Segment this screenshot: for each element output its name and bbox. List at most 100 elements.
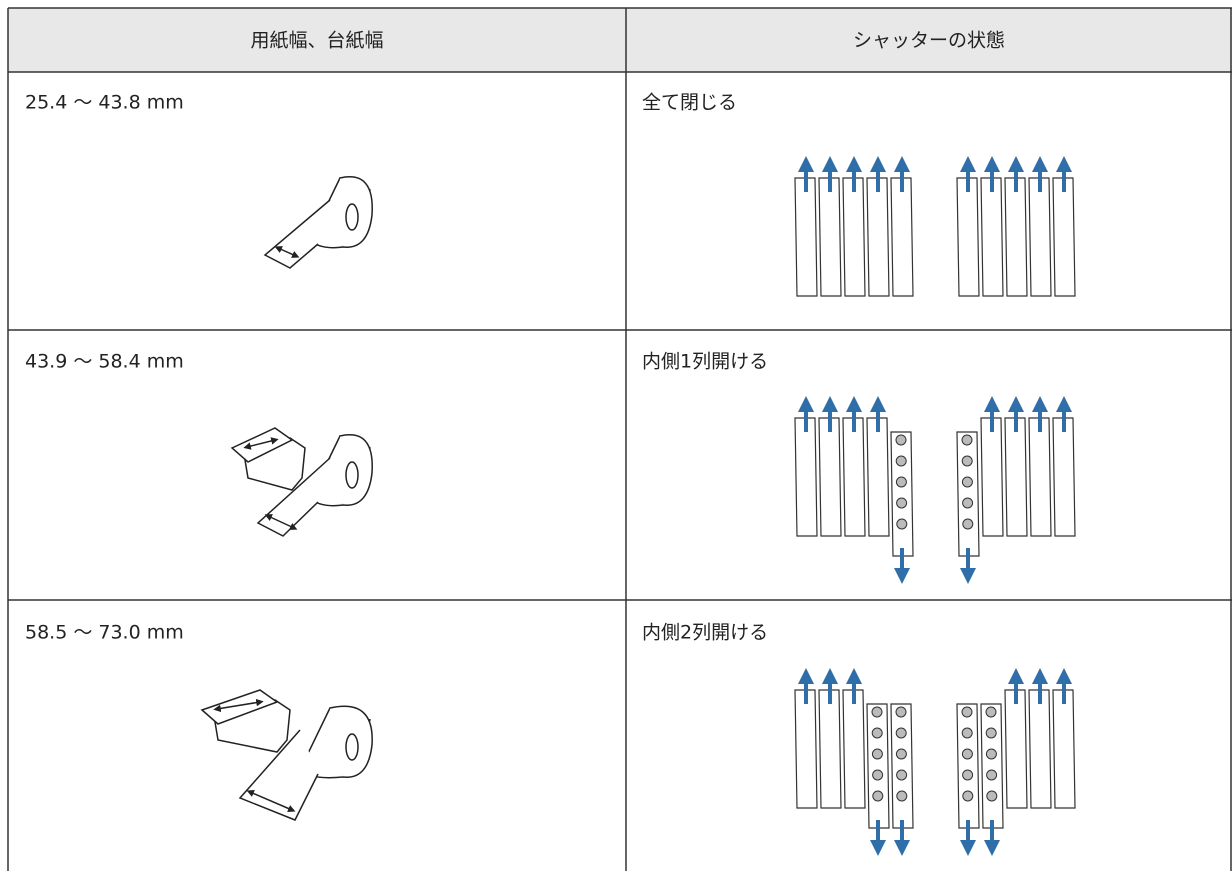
hole: [962, 769, 974, 781]
width-cell: 25.4 ～ 43.8 mm: [25, 92, 184, 114]
hole: [871, 727, 883, 739]
hole: [986, 769, 998, 781]
hole: [872, 790, 884, 802]
shutter-open: [980, 703, 1004, 829]
shutter: [1028, 417, 1052, 537]
roll: [238, 705, 373, 821]
shutter-cell: 内側2列開ける: [642, 622, 768, 644]
arrow-up: [1056, 156, 1072, 192]
shutter-open: [956, 431, 980, 557]
roll: [256, 434, 373, 537]
hole: [895, 748, 907, 760]
shutter: [842, 417, 866, 537]
arrow-down: [894, 820, 910, 856]
shutter-open: [890, 703, 914, 829]
shutter: [818, 177, 842, 297]
hole: [895, 434, 907, 446]
hole: [871, 748, 883, 760]
arrow-up: [1056, 668, 1072, 704]
hole: [896, 790, 908, 802]
arrow-up: [798, 156, 814, 192]
arrow-up: [1008, 156, 1024, 192]
arrow-up: [822, 668, 838, 704]
grid: [7, 7, 1232, 871]
shutter-open: [890, 431, 914, 557]
hole: [961, 455, 973, 467]
arrow-up: [894, 156, 910, 192]
roll-illustrations: [200, 176, 373, 821]
hole: [896, 769, 908, 781]
shutter: [1004, 417, 1028, 537]
header-cell: 用紙幅、台紙幅: [250, 30, 383, 52]
arrow-up: [1008, 668, 1024, 704]
shutter: [1028, 689, 1052, 809]
hole: [961, 434, 973, 446]
arrow-down: [960, 548, 976, 584]
hole: [896, 518, 908, 530]
arrow-down: [894, 548, 910, 584]
hole: [896, 497, 908, 509]
arrow-up: [1008, 396, 1024, 432]
roll: [263, 176, 373, 269]
arrow-up: [984, 396, 1000, 432]
shutter: [866, 177, 890, 297]
shutter-open: [866, 703, 890, 829]
arrow-up: [822, 156, 838, 192]
arrow-up: [846, 668, 862, 704]
arrow-up: [960, 156, 976, 192]
shutter: [1052, 689, 1076, 809]
hole: [962, 790, 974, 802]
hole: [871, 706, 883, 718]
arrow-up: [846, 156, 862, 192]
shutter: [794, 689, 818, 809]
hole: [961, 748, 973, 760]
hole: [895, 706, 907, 718]
shutter-diagrams: [794, 156, 1076, 856]
arrow-down: [984, 820, 1000, 856]
shutter: [794, 177, 818, 297]
shutter: [1028, 177, 1052, 297]
shutter-cell: 全て閉じる: [642, 92, 737, 114]
hole: [962, 497, 974, 509]
width-cell: 58.5 ～ 73.0 mm: [25, 622, 184, 644]
hole: [895, 455, 907, 467]
shutter: [818, 417, 842, 537]
hole: [985, 748, 997, 760]
hole: [985, 727, 997, 739]
header-cell: シャッターの状態: [853, 30, 1005, 52]
hole: [961, 706, 973, 718]
arrow-up: [1056, 396, 1072, 432]
arrow-up: [870, 396, 886, 432]
shutter: [842, 177, 866, 297]
arrow-up: [822, 396, 838, 432]
arrow-up: [1032, 668, 1048, 704]
hole: [986, 790, 998, 802]
width-cell: 43.9 ～ 58.4 mm: [25, 351, 184, 373]
hole: [962, 518, 974, 530]
hole: [872, 769, 884, 781]
header-bg: [8, 8, 1232, 72]
shutter: [956, 177, 980, 297]
shutter: [980, 177, 1004, 297]
hole: [961, 476, 973, 488]
arrow-up: [1032, 396, 1048, 432]
box: [200, 689, 291, 753]
shutter: [1004, 689, 1028, 809]
arrow-up: [798, 396, 814, 432]
arrow-down: [960, 820, 976, 856]
shutter: [1052, 177, 1076, 297]
shutter-open: [956, 703, 980, 829]
hole: [895, 727, 907, 739]
shutter: [1004, 177, 1028, 297]
hole: [985, 706, 997, 718]
arrow-up: [870, 156, 886, 192]
shutter: [1052, 417, 1076, 537]
hole: [895, 476, 907, 488]
arrow-up: [846, 396, 862, 432]
shutter: [866, 417, 890, 537]
hole: [961, 727, 973, 739]
shutter-cell: 内側1列開ける: [642, 351, 768, 373]
shutter: [842, 689, 866, 809]
